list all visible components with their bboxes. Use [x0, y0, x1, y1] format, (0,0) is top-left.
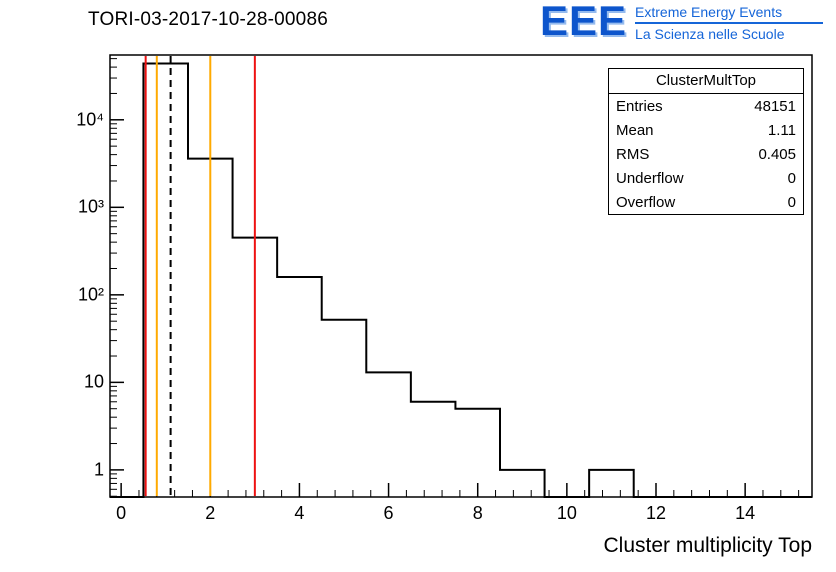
eee-logo: EEE Extreme Energy Events La Scienza nel…: [540, 0, 824, 44]
y-tick-label: 1: [93, 459, 104, 480]
x-tick-label: 0: [116, 503, 127, 523]
stats-row-entries: Entries 48151: [609, 94, 803, 118]
y-tick-label: 10²: [77, 284, 104, 305]
stats-row-overflow: Overflow 0: [609, 190, 803, 214]
eee-logo-line1: Extreme Energy Events: [635, 4, 783, 20]
stats-value: 1.11: [767, 121, 796, 139]
stats-label: Entries: [616, 97, 663, 115]
x-tick-label: 4: [294, 503, 305, 523]
x-tick-label: 2: [205, 503, 216, 523]
x-tick-label: 6: [383, 503, 394, 523]
eee-logo-text: EEE: [540, 0, 628, 44]
stats-value: 0: [787, 169, 796, 187]
y-tick-label: 10⁴: [76, 109, 104, 130]
stats-title: ClusterMultTop: [609, 69, 803, 94]
x-tick-label: 10: [556, 503, 577, 523]
stats-value: 48151: [754, 97, 796, 115]
y-tick-label: 10³: [77, 196, 104, 217]
stats-value: 0: [787, 193, 796, 211]
stats-row-rms: RMS 0.405: [609, 142, 803, 166]
x-tick-label: 12: [645, 503, 667, 523]
stats-row-mean: Mean 1.11: [609, 118, 803, 142]
plot-frame: [109, 54, 813, 498]
stats-value: 0.405: [758, 145, 796, 163]
eee-logo-line2: La Scienza nelle Scuole: [635, 26, 785, 42]
eee-logo-divider: [635, 22, 824, 24]
x-axis-title: Cluster multiplicity Top: [603, 534, 812, 557]
stats-row-underflow: Underflow 0: [609, 166, 803, 190]
stats-label: Overflow: [616, 193, 676, 211]
stats-label: Underflow: [616, 169, 684, 187]
stats-label: Mean: [616, 121, 654, 139]
stats-label: RMS: [616, 145, 650, 163]
y-tick-label: 10: [83, 371, 104, 392]
stats-box: ClusterMultTop Entries 48151 Mean 1.11 R…: [608, 68, 804, 215]
plot-title: TORI-03-2017-10-28-00086: [88, 9, 328, 30]
x-tick-label: 14: [735, 503, 756, 523]
x-tick-label: 8: [472, 503, 483, 523]
eee-logo-caption: Extreme Energy Events La Scienza nelle S…: [635, 4, 824, 42]
histogram-line: [110, 62, 812, 498]
